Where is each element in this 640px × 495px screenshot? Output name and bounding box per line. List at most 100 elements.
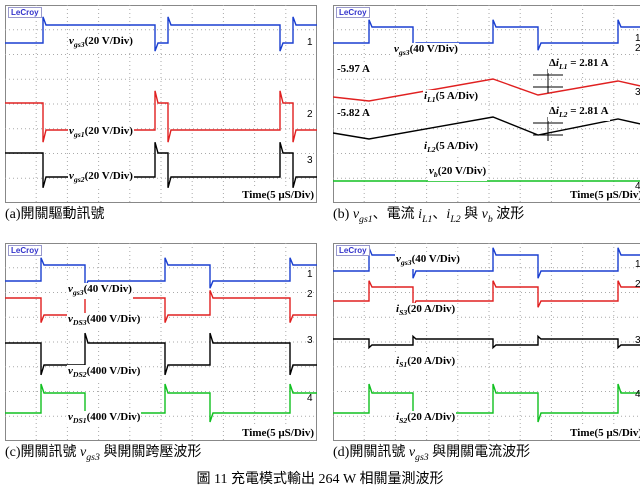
- channel-number: 2: [635, 43, 640, 54]
- text: (d)開關訊號: [333, 445, 409, 460]
- text: (20 A/Div): [407, 303, 455, 315]
- time-scale: Time(5 µS/Div): [241, 189, 315, 202]
- trace-label: vgs1(20 V/Div): [68, 125, 134, 141]
- logo: LeCroy: [336, 245, 370, 256]
- scope-screen: [5, 5, 317, 203]
- subscript: gs3: [74, 40, 85, 49]
- subscript: gs3: [401, 258, 412, 267]
- channel-number: 2: [307, 289, 313, 300]
- subscript: L2: [559, 110, 568, 119]
- panel-caption: (c)開關訊號 vgs3 與開關跨壓波形: [5, 445, 201, 466]
- trace-label: vDS2(400 V/Div): [67, 365, 141, 381]
- trace-label: vgs2(20 V/Div): [68, 170, 134, 186]
- text: (20 V/Div): [85, 170, 133, 182]
- subscript: L2: [427, 145, 436, 154]
- text: (20 V/Div): [438, 165, 486, 177]
- text: (20 V/Div): [85, 35, 133, 47]
- text: 與: [461, 207, 482, 222]
- trace-label: iL1(5 A/Div): [423, 90, 479, 106]
- panel-caption: (b) vgs1、電流 iL1、iL2 與 vb 波形: [333, 207, 524, 228]
- text: Δ: [549, 57, 556, 69]
- screen-border: [334, 244, 640, 441]
- text: (40 V/Div): [410, 43, 458, 55]
- text: (40 V/Div): [84, 283, 132, 295]
- oscilloscope-panel: LeCroy vgs3(40 V/Div) iS3(20 A/Div) iS1(20 …: [333, 243, 640, 441]
- text: (20 A/Div): [407, 355, 455, 367]
- text: (b): [333, 207, 353, 222]
- text: (20 V/Div): [85, 125, 133, 137]
- figure-caption: 圖 11 充電模式輸出 264 W 相關量測波形: [0, 472, 640, 488]
- channel-number: 1: [307, 269, 313, 280]
- subscript: L2: [450, 214, 460, 225]
- subscript: L1: [559, 62, 568, 71]
- channel-number: 3: [635, 87, 640, 98]
- text: 與開關跨壓波形: [100, 445, 202, 460]
- page: LeCroy vgs3(20 V/Div) vgs1(20 V/Div) vgs2(2…: [0, 0, 640, 495]
- subscript: gs3: [415, 452, 429, 463]
- panel-caption: (d)開關訊號 vgs3 與開關電流波形: [333, 445, 530, 466]
- oscilloscope-panel: LeCroy vgs3(40 V/Div) vDS3(400 V/Div) vDS2(…: [5, 243, 317, 441]
- trace-label: vDS1(400 V/Div): [67, 411, 141, 427]
- trace-label: iS2(20 A/Div): [395, 411, 456, 427]
- subscript: S2: [399, 416, 407, 425]
- channel-number: 3: [307, 335, 313, 346]
- scope-screen: [333, 243, 640, 441]
- trace-label: iL2(5 A/Div): [423, 140, 479, 156]
- subscript: DS3: [73, 318, 87, 327]
- channel-number: 1: [307, 37, 313, 48]
- text: (400 V/Div): [87, 313, 141, 325]
- subscript: DS2: [73, 370, 87, 379]
- channel-number: 2: [635, 279, 640, 290]
- text: (20 A/Div): [407, 411, 455, 423]
- logo: LeCroy: [8, 7, 42, 18]
- channel-number: 4: [307, 393, 313, 404]
- annotation: -5.82 A: [336, 107, 371, 120]
- trace-label: iS1(20 A/Div): [395, 355, 456, 371]
- subscript: DS1: [73, 416, 87, 425]
- subscript: S1: [399, 360, 407, 369]
- subscript: L1: [422, 214, 432, 225]
- channel-number: 4: [635, 389, 640, 400]
- time-scale: Time(5 µS/Div): [569, 189, 640, 202]
- trace-label: vgs3(20 V/Div): [68, 35, 134, 51]
- text: -5.97 A: [337, 63, 370, 75]
- trace-label: iS3(20 A/Div): [395, 303, 456, 319]
- text: -5.82 A: [337, 107, 370, 119]
- text: 、電流: [373, 207, 419, 222]
- panel-caption: (a)開關驅動訊號: [5, 207, 105, 223]
- subscript: gs2: [74, 175, 85, 184]
- subscript: gs3: [86, 452, 100, 463]
- text: (5 A/Div): [436, 140, 478, 152]
- annotation: -5.97 A: [336, 63, 371, 76]
- trace-label: vgs3(40 V/Div): [67, 283, 133, 299]
- channel-number: 2: [307, 109, 313, 120]
- text: (c)開關訊號: [5, 445, 80, 460]
- subscript: gs1: [359, 214, 373, 225]
- oscilloscope-panel: LeCroy vgs3(40 V/Div) iL1(5 A/Div) iL2(5 A/…: [333, 5, 640, 203]
- text: (400 V/Div): [87, 411, 141, 423]
- text: (5 A/Div): [436, 90, 478, 102]
- trace-label: vDS3(400 V/Div): [67, 313, 141, 329]
- text: 與開關電流波形: [429, 445, 531, 460]
- oscilloscope-panel: LeCroy vgs3(20 V/Div) vgs1(20 V/Div) vgs2(2…: [5, 5, 317, 203]
- subscript: gs3: [399, 48, 410, 57]
- text: (400 V/Div): [87, 365, 141, 377]
- time-scale: Time(5 µS/Div): [569, 427, 640, 440]
- subscript: gs3: [73, 288, 84, 297]
- logo: LeCroy: [336, 7, 370, 18]
- trace-label: vgs3(40 V/Div): [395, 253, 461, 269]
- text: = 2.81 A: [568, 105, 609, 117]
- trace-label: vgs3(40 V/Div): [393, 43, 459, 59]
- text: (a)開關驅動訊號: [5, 207, 105, 222]
- subscript: S3: [399, 308, 407, 317]
- time-scale: Time(5 µS/Div): [241, 427, 315, 440]
- text: Δ: [549, 105, 556, 117]
- annotation: ΔiL2 = 2.81 A: [548, 105, 610, 121]
- trace-label: vb(20 V/Div): [428, 165, 487, 181]
- text: (40 V/Div): [412, 253, 460, 265]
- text: 波形: [493, 207, 525, 222]
- subscript: gs1: [74, 130, 85, 139]
- channel-number: 3: [307, 155, 313, 166]
- text: 、: [432, 207, 446, 222]
- logo: LeCroy: [8, 245, 42, 256]
